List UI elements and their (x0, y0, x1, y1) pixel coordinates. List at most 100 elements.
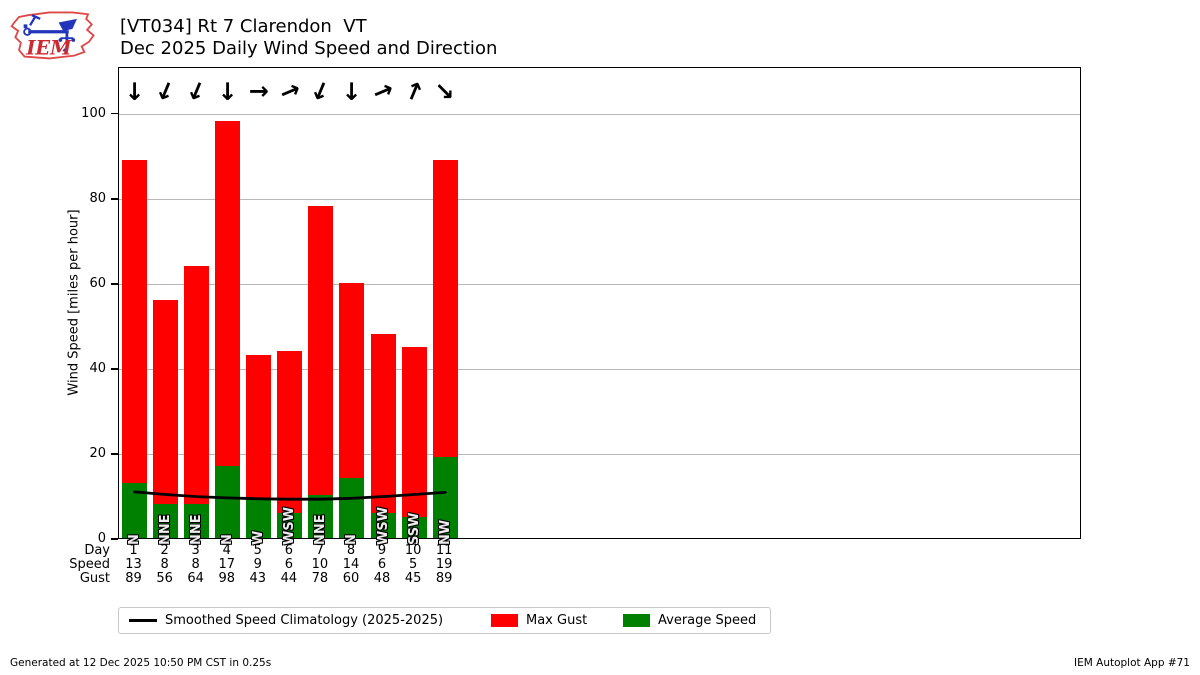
average-speed-bar (277, 512, 303, 538)
table-cell-gust: 98 (218, 570, 235, 586)
table-cell-speed: 14 (342, 557, 360, 572)
table-cell-day: 1 (129, 543, 138, 558)
gridline-y-80 (119, 199, 1080, 201)
y-axis-tick (111, 538, 118, 540)
table-cell-speed: 9 (253, 557, 262, 572)
y-tick-label: 40 (89, 360, 106, 376)
direction-label: N (126, 534, 143, 546)
plot-area: N → NNE → NNE → N → W → WSW → NNE → N → WSW → SSW → NW → (118, 67, 1081, 546)
x-axis-tick (226, 539, 228, 543)
direction-label: WSW (282, 506, 298, 545)
table-cell-day: 6 (284, 543, 293, 558)
table-cell-gust: 44 (280, 570, 298, 586)
direction-label: NNE (158, 514, 174, 546)
table-cell-gust: 56 (156, 570, 173, 586)
table-cell-day: 2 (160, 543, 169, 558)
direction-label: NNE (313, 514, 329, 546)
table-cell-day: 4 (222, 543, 231, 558)
legend-item-climatology: Smoothed Speed Climatology (2025-2025) (129, 608, 443, 633)
y-tick-label: 60 (89, 275, 106, 291)
average-speed-swatch (623, 614, 650, 627)
gridline-y-100 (119, 114, 1080, 116)
logo-iem-text: IEM (25, 37, 72, 60)
table-cell-speed: 13 (125, 557, 142, 572)
legend-label-climatology: Smoothed Speed Climatology (2025-2025) (165, 613, 444, 628)
chart-title-station: [VT034] Rt 7 Clarendon VT (120, 16, 367, 37)
y-tick-label: 0 (97, 531, 106, 546)
max-gust-bar (308, 206, 334, 538)
app-credit: IEM Autoplot App #71 (1074, 657, 1190, 669)
table-cell-speed: 6 (377, 557, 387, 572)
x-axis-tick (257, 539, 259, 543)
x-axis-tick (319, 539, 321, 543)
x-axis-tick (350, 539, 352, 543)
y-axis-tick (111, 198, 118, 200)
table-cell-day: 10 (404, 543, 422, 558)
average-speed-bar (215, 465, 241, 538)
y-tick-label: 20 (89, 445, 106, 461)
table-cell-speed: 19 (435, 557, 453, 572)
x-axis-tick (381, 539, 383, 543)
table-row-label-speed: Speed (69, 557, 110, 572)
table-cell-speed: 5 (408, 557, 418, 572)
gridline-y-20 (119, 454, 1080, 456)
legend-label-average-speed: Average Speed (658, 613, 757, 628)
direction-label: N (220, 534, 236, 546)
direction-label: NNE (189, 514, 205, 546)
generated-timestamp: Generated at 12 Dec 2025 10:50 PM CST in… (10, 657, 272, 669)
legend-item-average-speed: Average Speed (623, 608, 756, 633)
direction-label: SSW (406, 512, 422, 546)
table-cell-gust: 78 (311, 570, 329, 586)
x-axis-tick (163, 539, 166, 543)
x-axis-tick (412, 539, 414, 543)
average-speed-bar (184, 503, 210, 538)
y-tick-label: 100 (81, 105, 106, 121)
max-gust-bar (184, 265, 210, 538)
max-gust-bar (370, 333, 396, 538)
table-cell-day: 11 (435, 543, 453, 558)
max-gust-swatch (491, 614, 518, 627)
table-cell-gust: 89 (435, 570, 453, 586)
climatology-line (133, 490, 447, 501)
table-row-label-gust: Gust (79, 570, 110, 586)
average-speed-bar (401, 516, 427, 538)
max-gust-bar (401, 346, 427, 538)
climatology-line-swatch (129, 619, 157, 622)
table-cell-gust: 48 (373, 570, 391, 586)
direction-label: W (251, 530, 267, 545)
table-cell-gust: 43 (249, 570, 267, 586)
y-axis-tick (111, 283, 118, 285)
y-axis-tick (111, 368, 118, 370)
table-cell-speed: 10 (311, 557, 329, 572)
table-cell-day: 8 (346, 543, 356, 558)
y-axis-tick (111, 453, 118, 455)
y-tick-label: 80 (89, 190, 106, 206)
table-cell-day: 7 (315, 543, 325, 558)
max-gust-bar (277, 350, 303, 538)
average-speed-bar (370, 512, 396, 538)
y-axis-tick (111, 113, 118, 115)
table-cell-day: 9 (377, 543, 387, 558)
average-speed-bar (153, 503, 179, 538)
max-gust-bar (122, 159, 148, 538)
average-speed-bar (308, 495, 334, 538)
max-gust-bar (153, 299, 179, 538)
gridline-y-60 (119, 284, 1080, 286)
table-row-label-day: Day (84, 543, 110, 558)
table-cell-day: 5 (253, 543, 262, 558)
table-cell-speed: 6 (284, 557, 293, 572)
direction-label: NW (437, 519, 453, 545)
table-cell-gust: 60 (342, 570, 360, 586)
x-axis-tick (132, 539, 135, 543)
iem-logo: IEM (10, 11, 95, 60)
table-cell-speed: 8 (160, 557, 169, 572)
x-axis-tick (288, 539, 290, 543)
x-axis-tick (195, 539, 197, 543)
average-speed-bar (339, 478, 365, 538)
table-cell-gust: 45 (404, 570, 422, 586)
direction-label: N (344, 534, 360, 546)
table-cell-gust: 89 (125, 570, 142, 586)
legend: Smoothed Speed Climatology (2025-2025) M… (118, 607, 771, 634)
direction-label: WSW (375, 506, 391, 545)
